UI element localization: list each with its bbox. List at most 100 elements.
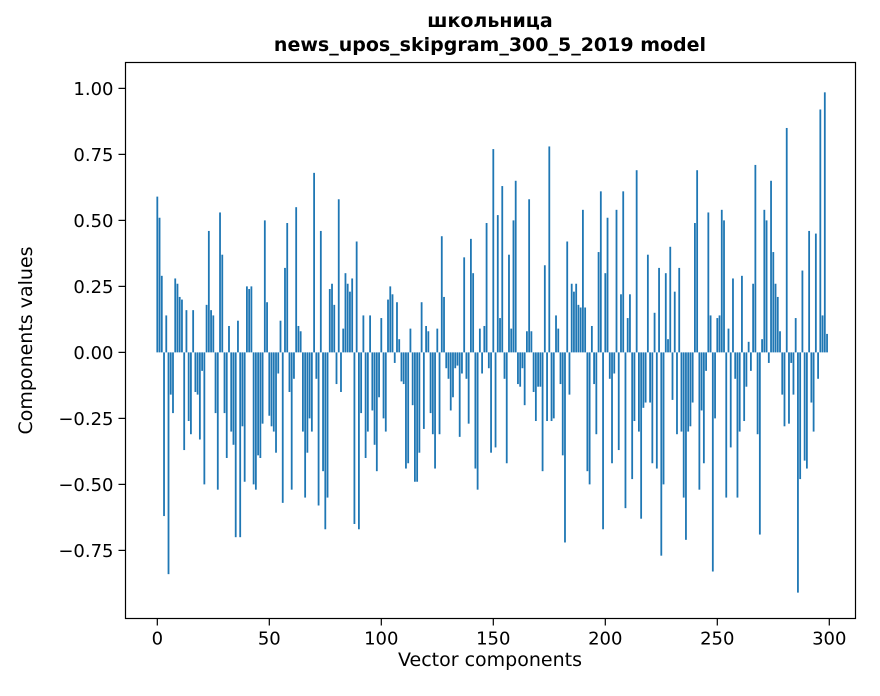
bar [673, 291, 676, 353]
bar [575, 283, 578, 353]
bar [223, 352, 226, 414]
bar [279, 320, 282, 353]
bar [351, 278, 354, 353]
bar [234, 352, 237, 538]
bar [662, 352, 665, 485]
bar [452, 352, 454, 398]
bar [644, 352, 647, 403]
bar [774, 283, 777, 353]
bar [400, 352, 403, 382]
bar [183, 352, 186, 451]
bar [597, 252, 600, 353]
bar [727, 328, 730, 353]
bar [819, 109, 822, 353]
bar [324, 352, 327, 530]
bar [304, 352, 307, 498]
bar [664, 273, 667, 353]
bar [586, 352, 589, 472]
bar [375, 352, 378, 472]
bar [335, 352, 338, 385]
bar [284, 267, 286, 353]
x-axis-label: Vector components [398, 649, 582, 671]
bar [443, 296, 445, 353]
bar [514, 180, 517, 353]
bar [299, 331, 302, 353]
bar [566, 241, 569, 353]
bar [378, 352, 380, 398]
bar [711, 352, 714, 572]
y-tick-label: 0.25 [73, 277, 113, 298]
bar [667, 339, 669, 353]
bar [252, 352, 255, 485]
bar [626, 318, 629, 353]
bar [687, 352, 690, 432]
bar [246, 286, 248, 353]
bar [389, 286, 392, 353]
bar [205, 304, 208, 353]
chart-title-model: news_upos_skipgram_300_5_2019 model [274, 34, 706, 56]
bar [590, 325, 593, 353]
bar [691, 352, 694, 403]
bar [579, 307, 582, 353]
bar [685, 352, 687, 540]
bar [725, 352, 728, 498]
bar [438, 352, 441, 435]
bar [602, 352, 604, 530]
bar [470, 238, 472, 353]
x-tick-label: 300 [812, 629, 846, 650]
bar [266, 302, 268, 353]
bar [431, 352, 434, 435]
bar [317, 352, 320, 506]
bar [763, 209, 766, 353]
bar [194, 352, 197, 392]
bar [714, 352, 716, 419]
bar [185, 310, 188, 353]
bar [758, 352, 761, 535]
bar [519, 352, 522, 387]
bar [207, 230, 210, 353]
bar [754, 164, 757, 353]
bar [295, 207, 298, 353]
bar [281, 352, 284, 503]
bar [617, 352, 620, 451]
bar [747, 341, 750, 353]
bar [530, 331, 533, 353]
bar [631, 352, 634, 480]
bar [655, 352, 658, 469]
bar [570, 283, 573, 353]
bar [821, 315, 824, 353]
bar [364, 352, 367, 458]
bar [407, 352, 410, 464]
bar [599, 191, 602, 353]
bar [288, 352, 291, 392]
x-tick-label: 100 [364, 629, 398, 650]
bar [192, 310, 195, 353]
y-tick-label: 0.75 [73, 145, 113, 166]
bar [741, 275, 743, 353]
bar [416, 352, 419, 482]
bar [669, 246, 672, 353]
bar [734, 352, 737, 379]
bar [635, 170, 638, 353]
bar [418, 352, 421, 453]
bar [286, 223, 289, 353]
bar [745, 352, 748, 387]
bar [548, 146, 551, 353]
bar [646, 254, 649, 353]
bar [349, 291, 351, 353]
bar [176, 283, 179, 353]
bar [398, 339, 401, 353]
bar [239, 352, 242, 538]
x-tick-label: 0 [152, 629, 163, 650]
bar [230, 352, 233, 432]
y-tick-label: −0.50 [58, 475, 113, 496]
bar [797, 352, 799, 593]
bar [257, 352, 260, 456]
bar [373, 352, 376, 445]
y-axis-label: Components values [15, 246, 37, 434]
bar [671, 352, 674, 400]
x-axis-ticks: 0 50 100 150 200 250 300 [152, 618, 846, 650]
bar [584, 307, 587, 353]
bar [449, 352, 452, 411]
